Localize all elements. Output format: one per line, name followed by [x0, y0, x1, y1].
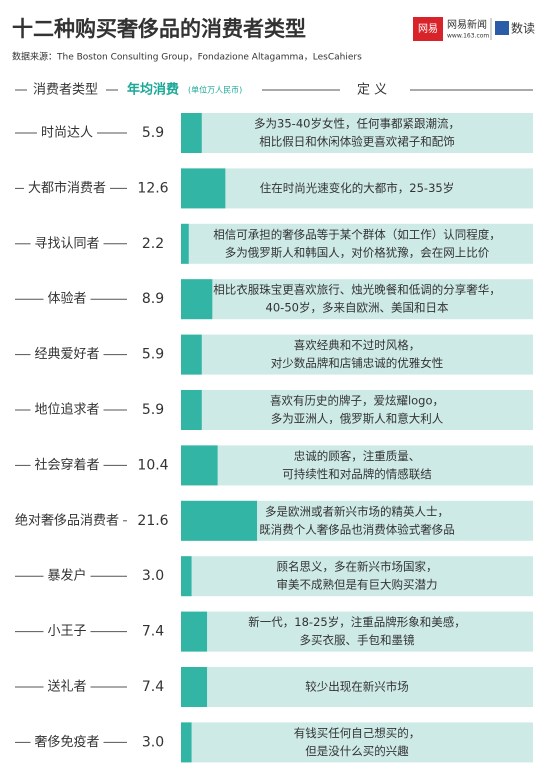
- category-label: 小王子: [47, 624, 86, 639]
- logo-icon: [495, 21, 509, 35]
- source: 数据来源：The Boston Consulting Group，Fondazi…: [12, 51, 362, 63]
- value-label: 7.4: [142, 679, 164, 695]
- category-label: 暴发户: [47, 568, 86, 584]
- bar: [181, 611, 208, 652]
- logo-badge-bg: [413, 17, 443, 41]
- bar: [181, 223, 189, 264]
- chart-title: 十二种购买奢侈品的消费者类型: [12, 17, 306, 41]
- description: 多为俄罗斯人和韩国人，对价格犹豫，会在网上比价: [225, 245, 490, 259]
- bar-track: [181, 279, 533, 320]
- category-label: 寻找认同者: [34, 236, 99, 251]
- description: 但是没什么买的兴趣: [305, 744, 409, 758]
- logo-badge: 网易: [418, 23, 438, 35]
- category-label: 社会穿着者: [34, 457, 99, 473]
- description: 可持续性和对品牌的情感联结: [282, 467, 432, 481]
- bar: [181, 722, 192, 763]
- bar-track: [181, 223, 533, 264]
- description: 多是欧洲或者新兴市场的精英人士，: [265, 504, 449, 518]
- value-label: 5.9: [142, 347, 164, 363]
- bar-track: [181, 334, 533, 375]
- description: 对少数品牌和店铺忠诚的优雅女性: [271, 356, 444, 370]
- value-label: 21.6: [137, 513, 168, 529]
- bar: [181, 390, 202, 430]
- category-label: 体验者: [47, 291, 86, 307]
- header-unit: (单位万人民币): [188, 85, 242, 95]
- bar: [181, 334, 202, 375]
- description: 相比假日和休闲体验更喜欢裙子和配饰: [259, 135, 455, 149]
- description: 新一代，18-25岁，注重品牌形象和美感，: [248, 615, 465, 629]
- value-label: 12.6: [137, 180, 168, 196]
- logo-name: 网易新闻: [447, 18, 487, 31]
- description: 较少出现在新兴市场: [305, 680, 409, 694]
- bar: [181, 279, 213, 320]
- bar: [181, 168, 226, 209]
- value-label: 3.0: [142, 734, 164, 750]
- bar-track: [181, 390, 533, 430]
- category-label: 大都市消费者: [28, 180, 106, 196]
- description: 相信可承担的奢侈品等于某个群体（如工作）认同程度，: [213, 227, 501, 241]
- header: 年均消费: [127, 82, 179, 98]
- category-label: 送礼者: [47, 679, 86, 695]
- description: 既消费个人奢侈品也消费体验式奢侈品: [259, 522, 455, 536]
- description: 忠诚的顾客，注重质量、: [294, 449, 421, 463]
- category-label: 地位追求者: [34, 402, 99, 418]
- bar-track: [181, 667, 533, 707]
- value-label: 5.9: [142, 125, 164, 141]
- description: 40-50岁，多来自欧洲、美国和日本: [266, 301, 449, 315]
- value-label: 10.4: [137, 457, 168, 473]
- description: 多为35-40岁女性，任何事都紧跟潮流，: [254, 117, 460, 131]
- bar: [181, 500, 258, 541]
- category-label: 经典爱好者: [34, 347, 99, 362]
- category-label: 时尚达人: [41, 126, 93, 141]
- value-label: 8.9: [142, 291, 164, 307]
- bar: [181, 667, 208, 707]
- logo-url: www.163.com: [447, 33, 489, 40]
- description: 住在时尚光速变化的大都市，25-35岁: [260, 181, 454, 195]
- value-label: 2.2: [142, 236, 164, 252]
- description: 喜欢经典和不过时风格，: [294, 338, 421, 352]
- description: 多为亚洲人，俄罗斯人和意大利人: [271, 412, 444, 426]
- value-label: 5.9: [142, 402, 164, 418]
- bar: [181, 113, 202, 153]
- description: 相比衣服珠宝更喜欢旅行、烛光晚餐和低调的分享奢华，: [213, 283, 501, 297]
- value-label: 3.0: [142, 568, 164, 584]
- bar-track: [181, 113, 533, 153]
- header: 消费者类型: [33, 83, 98, 98]
- description: 审美不成熟但是有巨大购买潜力: [277, 578, 438, 592]
- header: 定 义: [357, 83, 387, 98]
- description: 顾名思义，多在新兴市场国家，: [277, 560, 438, 574]
- bar-track: [181, 168, 533, 209]
- description: 有钱买任何自己想买的，: [294, 726, 421, 740]
- bar-track: [181, 445, 533, 486]
- logo-column: 数读: [511, 21, 535, 36]
- description: 喜欢有历史的牌子，爱炫耀logo，: [270, 394, 444, 408]
- bar: [181, 445, 218, 486]
- description: 多买衣服、手包和墨镜: [300, 633, 415, 647]
- category-label: 绝对奢侈品消费者: [15, 512, 119, 528]
- bar-track: [181, 611, 533, 652]
- value-label: 7.4: [142, 624, 164, 640]
- bar: [181, 556, 192, 597]
- bar-track: [181, 556, 533, 597]
- category-label: 奢侈免疫者: [34, 734, 99, 750]
- bar-track: [181, 722, 533, 763]
